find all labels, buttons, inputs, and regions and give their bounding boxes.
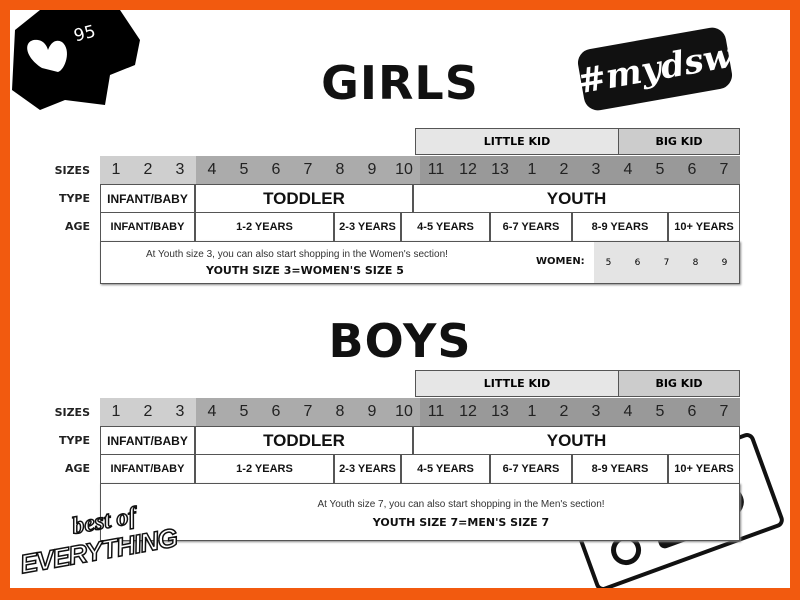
girls-age-cell: 4-5 YEARS (401, 212, 490, 242)
hashtag-text: #mydsw (574, 35, 736, 103)
size-cell: 12 (452, 398, 484, 426)
size-cell: 1 (516, 156, 548, 184)
women-size: 7 (663, 257, 670, 268)
women-size: 5 (605, 257, 612, 268)
size-cell: 13 (484, 398, 516, 426)
size-cell: 4 (196, 398, 228, 426)
size-cell: 8 (324, 156, 356, 184)
boys-big-kid-header: BIG KID (618, 370, 740, 397)
size-cell: 2 (132, 156, 164, 184)
boys-age-cell: INFANT/BABY (100, 454, 195, 484)
heart-icon (27, 39, 67, 72)
size-cell: 5 (644, 156, 676, 184)
girls-age-cell: 10+ YEARS (668, 212, 740, 242)
note-text: At Youth size 7, you can also start shop… (317, 499, 605, 510)
girls-title: GIRLS (321, 56, 479, 110)
boys-size-chart: LITTLE KID BIG KID SIZES TYPE AGE 1 2 3 4 5 6 7 8 9 10… (10, 370, 790, 545)
boys-age-cell: 10+ YEARS (668, 454, 740, 484)
size-cell: 6 (260, 398, 292, 426)
boys-age-cell: 6-7 YEARS (490, 454, 572, 484)
girls-type-label: TYPE (58, 192, 90, 205)
size-cell: 3 (164, 156, 196, 184)
size-cell: 4 (612, 398, 644, 426)
boys-age-label: AGE (64, 462, 90, 475)
girls-size-chart: LITTLE KID BIG KID SIZES TYPE AGE 1 2 3 4 5 6 7 8 9 10… (10, 128, 790, 303)
girls-age-label: AGE (64, 220, 90, 233)
size-cell: 13 (484, 156, 516, 184)
size-cell: 1 (100, 398, 132, 426)
size-cell: 5 (228, 156, 260, 184)
size-cell: 5 (644, 398, 676, 426)
women-size: 9 (721, 257, 728, 268)
girls-type-cell: YOUTH (413, 184, 740, 213)
girls-age-cell: 1-2 YEARS (195, 212, 334, 242)
girls-sizes-row: 1 2 3 4 5 6 7 8 9 10 11 12 13 1 2 3 4 5 6 7 (100, 156, 740, 184)
hashtag-logo: #mydsw (574, 25, 736, 113)
girls-type-cell: TODDLER (195, 184, 413, 213)
boys-age-cell: 8-9 YEARS (572, 454, 668, 484)
girls-sizes-label: SIZES (54, 164, 90, 177)
size-cell: 1 (100, 156, 132, 184)
size-cell: 1 (516, 398, 548, 426)
size-cell: 6 (260, 156, 292, 184)
girls-type-cell: INFANT/BABY (100, 184, 195, 213)
size-cell: 4 (196, 156, 228, 184)
size-cell: 7 (708, 156, 740, 184)
size-cell: 7 (708, 398, 740, 426)
size-cell: 2 (132, 398, 164, 426)
boys-age-cell: 2-3 YEARS (334, 454, 401, 484)
size-cell: 3 (580, 156, 612, 184)
boys-sizes-row: 1 2 3 4 5 6 7 8 9 10 11 12 13 1 2 3 4 5 6 7 (100, 398, 740, 426)
girls-little-kid-header: LITTLE KID (415, 128, 619, 155)
girls-big-kid-header: BIG KID (618, 128, 740, 155)
conversion-text: YOUTH SIZE 7=MEN'S SIZE 7 (372, 516, 550, 529)
size-cell: 12 (452, 156, 484, 184)
size-cell: 3 (580, 398, 612, 426)
size-cell: 4 (612, 156, 644, 184)
women-size: 8 (692, 257, 699, 268)
women-label: WOMEN: (536, 256, 585, 267)
note-text: At Youth size 3, you can also start shop… (146, 249, 448, 260)
size-cell: 3 (164, 398, 196, 426)
boys-type-cell: YOUTH (413, 426, 740, 455)
size-cell: 9 (356, 156, 388, 184)
size-cell: 5 (228, 398, 260, 426)
girls-age-cell: INFANT/BABY (100, 212, 195, 242)
boys-title: BOYS (328, 314, 472, 368)
boys-little-kid-header: LITTLE KID (415, 370, 619, 397)
girls-age-cell: 2-3 YEARS (334, 212, 401, 242)
size-cell: 2 (548, 156, 580, 184)
girls-age-cell: 6-7 YEARS (490, 212, 572, 242)
boys-age-cell: 1-2 YEARS (195, 454, 334, 484)
boys-type-label: TYPE (58, 434, 90, 447)
women-sizes: 5 6 7 8 9 (594, 242, 739, 283)
boys-sizes-label: SIZES (54, 406, 90, 419)
size-cell: 6 (676, 398, 708, 426)
boys-age-cell: 4-5 YEARS (401, 454, 490, 484)
size-cell: 7 (292, 156, 324, 184)
size-cell: 11 (420, 398, 452, 426)
size-cell: 8 (324, 398, 356, 426)
size-cell: 9 (356, 398, 388, 426)
size-chart-canvas: 95 #mydsw GIRLS LITTLE KID BIG KID SIZES TY… (10, 10, 790, 588)
boys-note-row: At Youth size 7, you can also start shop… (100, 483, 740, 541)
like-badge: 95 (10, 10, 140, 110)
size-cell: 6 (676, 156, 708, 184)
size-cell: 10 (388, 156, 420, 184)
size-cell: 2 (548, 398, 580, 426)
conversion-text: YOUTH SIZE 3=WOMEN'S SIZE 5 (206, 264, 404, 277)
boys-type-cell: TODDLER (195, 426, 413, 455)
women-size: 6 (634, 257, 641, 268)
size-cell: 10 (388, 398, 420, 426)
size-cell: 11 (420, 156, 452, 184)
badge-shape (12, 10, 140, 110)
girls-age-cell: 8-9 YEARS (572, 212, 668, 242)
girls-note-row: At Youth size 3, you can also start shop… (100, 241, 740, 284)
boys-type-cell: INFANT/BABY (100, 426, 195, 455)
size-cell: 7 (292, 398, 324, 426)
